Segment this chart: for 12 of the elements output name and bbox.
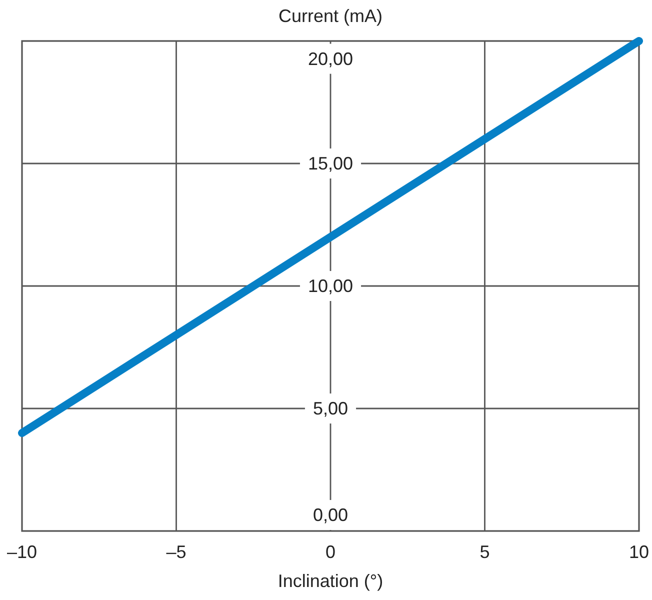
x-tick-label: 5	[480, 542, 490, 562]
y-tick-label: 20,00	[308, 48, 354, 69]
x-tick-label: –5	[166, 542, 186, 562]
x-tick-label: –10	[6, 542, 38, 562]
x-tick-label: 10	[628, 542, 650, 562]
x-axis-title: Inclination (°)	[278, 571, 384, 591]
y-tick-label: 10,00	[308, 276, 354, 296]
y-tick-label: 0,00	[312, 505, 348, 525]
x-tick-label: 0	[325, 542, 336, 562]
y-tick-label: 15,00	[308, 154, 354, 174]
y-tick-label: 5,00	[312, 398, 348, 418]
y-axis-title: Current (mA)	[278, 6, 383, 26]
